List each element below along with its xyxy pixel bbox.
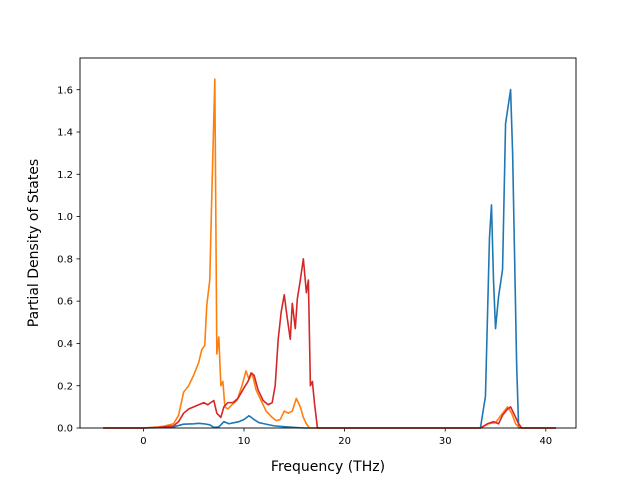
y-tick-label: 0.8 [57, 254, 73, 265]
y-tick-label: 1.6 [57, 85, 73, 96]
series-layer [103, 78, 556, 429]
x-tick-label: 10 [238, 436, 251, 447]
series-line-2 [103, 78, 556, 429]
y-tick-label: 0.6 [57, 297, 73, 308]
series-line-1 [103, 88, 556, 429]
x-tick-label: 20 [338, 436, 351, 447]
x-tick-label: 0 [140, 436, 146, 447]
y-tick-label: 1.4 [57, 128, 73, 139]
x-tick-label: 40 [539, 436, 552, 447]
y-tick-label: 0.2 [57, 381, 73, 392]
tick-layer: 0 10 20 30 40 0.0 0.2 0.4 0.6 0.8 1.0 1.2 1.4 1.6 [57, 85, 552, 447]
y-tick-label: 0.4 [57, 339, 73, 350]
y-axis-title: Partial Density of States [26, 159, 42, 327]
y-tick-label: 0.0 [57, 424, 73, 435]
x-axis-title: Frequency (THz) [271, 459, 385, 475]
plot-frame [79, 57, 577, 429]
y-tick-label: 1.2 [57, 170, 73, 181]
series-line-3 [103, 258, 556, 429]
y-tick-label: 1.0 [57, 212, 73, 223]
x-tick-label: 30 [439, 436, 452, 447]
